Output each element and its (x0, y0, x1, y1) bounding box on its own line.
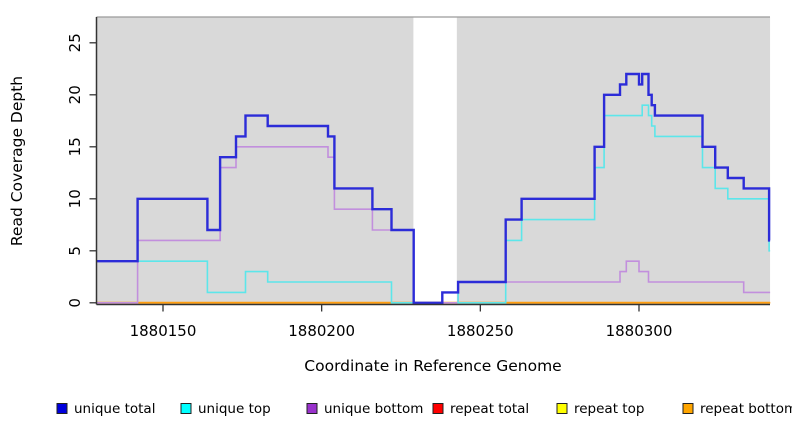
legend-label: repeat top (574, 401, 644, 417)
y-tick-label: 20 (66, 85, 84, 104)
covered-region-2 (456, 17, 771, 305)
legend-swatch (432, 403, 444, 414)
legend-swatch (682, 403, 694, 414)
x-axis-label: Coordinate in Reference Genome (304, 357, 561, 375)
series-layer (96, 72, 771, 304)
y-tick-label: 10 (66, 189, 84, 208)
covered-region-1 (96, 17, 414, 305)
legend-swatch (56, 403, 68, 414)
legend-swatch (306, 403, 318, 414)
x-tick-label: 1880150 (130, 322, 197, 340)
x-tick-label: 1880250 (447, 322, 514, 340)
y-tick-label: 0 (66, 298, 84, 308)
x-tick-label: 1880300 (606, 322, 673, 340)
y-tick-label: 25 (66, 33, 84, 52)
y-axis-label: Read Coverage Depth (8, 76, 26, 246)
legend-label: repeat total (450, 401, 529, 417)
y-tick-label: 15 (66, 137, 84, 156)
legend-swatch (556, 403, 568, 414)
legend-label: unique top (198, 401, 271, 417)
legend: unique total unique top unique bottom repea… (56, 401, 792, 417)
legend-swatch (180, 403, 192, 414)
series-unique-total-line (96, 72, 771, 304)
y-tick-label: 5 (66, 246, 84, 256)
legend-entry-repeat-top: repeat top (556, 401, 644, 417)
legend-entry-unique-bottom: unique bottom (306, 401, 423, 417)
covered-regions-layer (96, 16, 771, 305)
axes-layer: 1880150 1880200 1880250 1880300 0 5 10 15 20 25 (66, 17, 770, 340)
legend-label: unique bottom (324, 401, 423, 417)
legend-label: unique total (74, 401, 155, 417)
legend-entry-repeat-bottom: repeat bottom (682, 401, 792, 417)
legend-entry-unique-total: unique total (56, 401, 155, 417)
legend-entry-unique-top: unique top (180, 401, 271, 417)
x-tick-label: 1880200 (288, 322, 355, 340)
legend-label: repeat bottom (700, 401, 792, 417)
series-unique-top-line (96, 104, 771, 304)
legend-entry-repeat-total: repeat total (432, 401, 529, 417)
